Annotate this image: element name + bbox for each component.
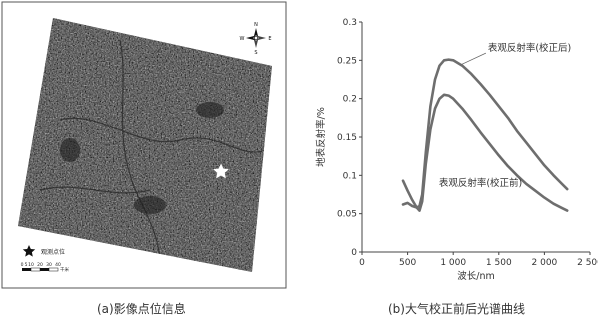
series-1-label: 表观反射率(校正前) bbox=[439, 177, 522, 189]
scale-tick-label: 5 bbox=[25, 262, 28, 268]
image-panel: N S E W 观测点位 0 5 10 20 30 40 千米 (a)影像点位信… bbox=[1, 1, 287, 316]
x-tick-label: 500 bbox=[399, 258, 416, 268]
series-line-1 bbox=[401, 93, 569, 212]
spectral-line-chart: 0 500 1 000 1 500 2 000 2 500 0 0.05 0.1 0.15 0.2 0… bbox=[315, 18, 598, 282]
x-tick-label: 1 000 bbox=[440, 258, 466, 268]
x-tick-label: 2 500 bbox=[577, 258, 598, 268]
scale-bar-ticks: 0 5 10 20 30 40 bbox=[21, 262, 61, 268]
chart-axes bbox=[361, 22, 590, 253]
compass-north-label: N bbox=[254, 22, 258, 28]
chart-series bbox=[401, 58, 569, 212]
scale-tick-label: 40 bbox=[55, 262, 61, 268]
panel-b-caption: (b)大气校正前后光谱曲线 bbox=[388, 302, 525, 316]
scale-tick-label: 30 bbox=[46, 262, 52, 268]
y-tick-label: 0.1 bbox=[343, 171, 357, 181]
legend-star-icon bbox=[22, 245, 36, 257]
chart-ticks: 0 500 1 000 1 500 2 000 2 500 0 0.05 0.1 0.15 0.2 0… bbox=[337, 18, 598, 268]
scale-tick-label: 10 bbox=[28, 262, 34, 268]
legend-label: 观测点位 bbox=[41, 248, 65, 256]
compass-south-label: S bbox=[254, 50, 257, 56]
series-1-leader bbox=[496, 153, 521, 181]
series-0-leader bbox=[460, 52, 487, 66]
compass-east-label: E bbox=[268, 36, 271, 42]
x-axis-label: 波长/nm bbox=[457, 270, 494, 282]
y-tick-label: 0.15 bbox=[337, 133, 357, 143]
series-0-label: 表观反射率(校正后) bbox=[488, 42, 571, 54]
x-tick-label: 2 000 bbox=[532, 258, 558, 268]
x-tick-label: 0 bbox=[359, 258, 365, 268]
y-tick-label: 0.3 bbox=[343, 18, 357, 28]
y-tick-label: 0.2 bbox=[343, 95, 357, 105]
y-tick-label: 0.25 bbox=[337, 56, 357, 66]
observation-point-marker bbox=[213, 163, 229, 179]
y-tick-label: 0 bbox=[351, 248, 357, 258]
compass-west-label: W bbox=[240, 36, 245, 42]
panel-a-caption: (a)影像点位信息 bbox=[97, 302, 186, 316]
y-axis-label: 地表反射率/% bbox=[315, 107, 327, 167]
series-line-0 bbox=[401, 58, 569, 209]
chart-labels: 波长/nm 地表反射率/% 表观反射率(校正后) 表观反射率(校正前) bbox=[315, 42, 571, 282]
spectral-chart-panel: 0 500 1 000 1 500 2 000 2 500 0 0.05 0.1 0.15 0.2 0… bbox=[300, 0, 598, 321]
scale-bar: 0 5 10 20 30 40 千米 bbox=[21, 262, 70, 273]
scale-tick-label: 0 bbox=[21, 262, 24, 268]
scale-tick-label: 20 bbox=[37, 262, 43, 268]
satellite-image-figure: N S E W 观测点位 0 5 10 20 30 40 千米 bbox=[1, 1, 287, 289]
y-tick-label: 0.05 bbox=[337, 210, 357, 220]
scale-unit-label: 千米 bbox=[60, 266, 69, 273]
compass-rose: N S E W bbox=[240, 22, 272, 56]
x-tick-label: 1 500 bbox=[486, 258, 512, 268]
